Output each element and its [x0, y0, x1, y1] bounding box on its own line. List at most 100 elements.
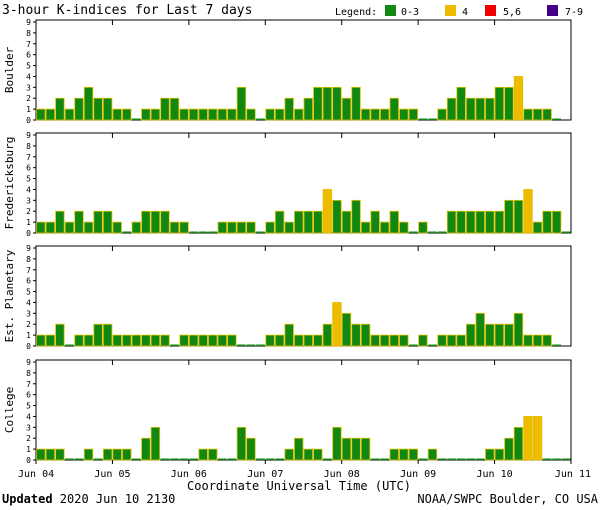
bar — [265, 221, 275, 234]
bar — [351, 437, 361, 461]
bar — [265, 334, 275, 347]
bar — [475, 210, 485, 234]
updated-label: Updated — [2, 492, 53, 506]
bar — [83, 221, 94, 234]
bar — [36, 334, 46, 347]
y-tick-label: 6 — [26, 391, 31, 400]
bar — [198, 108, 208, 121]
bar — [160, 210, 170, 234]
y-tick-label: 8 — [26, 255, 31, 264]
bar — [150, 108, 161, 121]
x-axis-ticks: Jun 04 Jun 05 Jun 06 Jun 07 Jun 08 Jun 09 Jun … — [18, 460, 591, 480]
bar — [332, 302, 342, 347]
bar — [170, 344, 179, 346]
legend: Legend: 0-3 4 5,6 7-9 — [335, 5, 583, 18]
bar — [74, 334, 84, 347]
bar — [542, 458, 552, 460]
y-tick-label: 8 — [26, 369, 31, 378]
y-tick-label: 2 — [26, 94, 31, 103]
bar — [64, 221, 75, 234]
bar — [198, 334, 208, 347]
bar — [494, 86, 505, 121]
bar — [313, 210, 323, 234]
bar — [513, 199, 524, 234]
bar — [198, 231, 208, 233]
bar — [275, 458, 284, 460]
y-tick-label: 8 — [26, 142, 31, 151]
bar — [389, 210, 399, 234]
bar — [208, 448, 218, 461]
y-tick-label: 6 — [26, 164, 31, 173]
bar — [437, 108, 447, 121]
bar — [246, 437, 256, 461]
bar — [437, 231, 447, 233]
bar — [227, 108, 237, 121]
x-tick-label: Jun 08 — [324, 469, 360, 480]
y-tick-label: 1 — [26, 331, 31, 340]
bar — [284, 448, 294, 461]
bar — [418, 221, 428, 234]
bar — [217, 334, 227, 347]
bar — [532, 334, 543, 347]
bar — [418, 458, 428, 460]
bar — [456, 334, 466, 347]
bar — [218, 458, 227, 460]
bar — [332, 199, 342, 234]
y-tick-label: 5 — [26, 175, 31, 184]
bar — [552, 458, 561, 460]
bar — [427, 448, 438, 461]
bar — [160, 458, 170, 460]
legend-swatch-2 — [485, 5, 496, 16]
bar — [322, 86, 333, 121]
bar — [399, 448, 409, 461]
bar — [45, 221, 56, 234]
bars — [36, 302, 561, 347]
bar — [513, 76, 524, 121]
panel-frame — [35, 359, 572, 461]
bar — [351, 86, 361, 121]
bar — [150, 210, 161, 234]
y-tick-label: 6 — [26, 277, 31, 286]
bar — [341, 210, 352, 234]
bar — [65, 458, 74, 460]
bar — [370, 458, 380, 460]
bar — [227, 221, 237, 234]
x-tick-label: Jun 06 — [171, 469, 207, 480]
bar — [256, 458, 265, 460]
bar — [542, 210, 552, 234]
bar — [446, 97, 457, 121]
updated-text: Updated 2020 Jun 10 2130 — [2, 492, 175, 506]
bar — [179, 458, 189, 460]
bar — [485, 448, 495, 461]
bar — [485, 97, 495, 121]
bar — [418, 334, 428, 347]
y-tick-label: 2 — [26, 434, 31, 443]
bar — [485, 323, 495, 347]
x-tick-label: Jun 09 — [400, 469, 436, 480]
bar — [36, 448, 46, 461]
y-tick-label: 7 — [26, 153, 31, 162]
bar — [274, 210, 285, 234]
bar — [198, 448, 208, 461]
bar — [313, 448, 323, 461]
bar — [351, 199, 361, 234]
bar — [55, 323, 65, 347]
bar — [360, 221, 371, 234]
y-tick-label: 4 — [26, 298, 31, 307]
legend-swatch-3 — [547, 5, 558, 16]
bar — [208, 231, 218, 233]
bar — [332, 86, 342, 121]
bar — [380, 334, 390, 347]
bar — [322, 189, 333, 234]
bar — [552, 344, 561, 346]
y-tick-label: 0 — [26, 456, 31, 465]
bar — [208, 108, 218, 121]
bar — [341, 312, 352, 347]
y-tick-label: 9 — [26, 131, 31, 140]
bar — [428, 344, 437, 346]
bar — [456, 210, 466, 234]
y-tick-label: 9 — [26, 358, 31, 367]
bar — [294, 334, 304, 347]
bar — [217, 108, 227, 121]
y-tick-label: 0 — [26, 229, 31, 238]
